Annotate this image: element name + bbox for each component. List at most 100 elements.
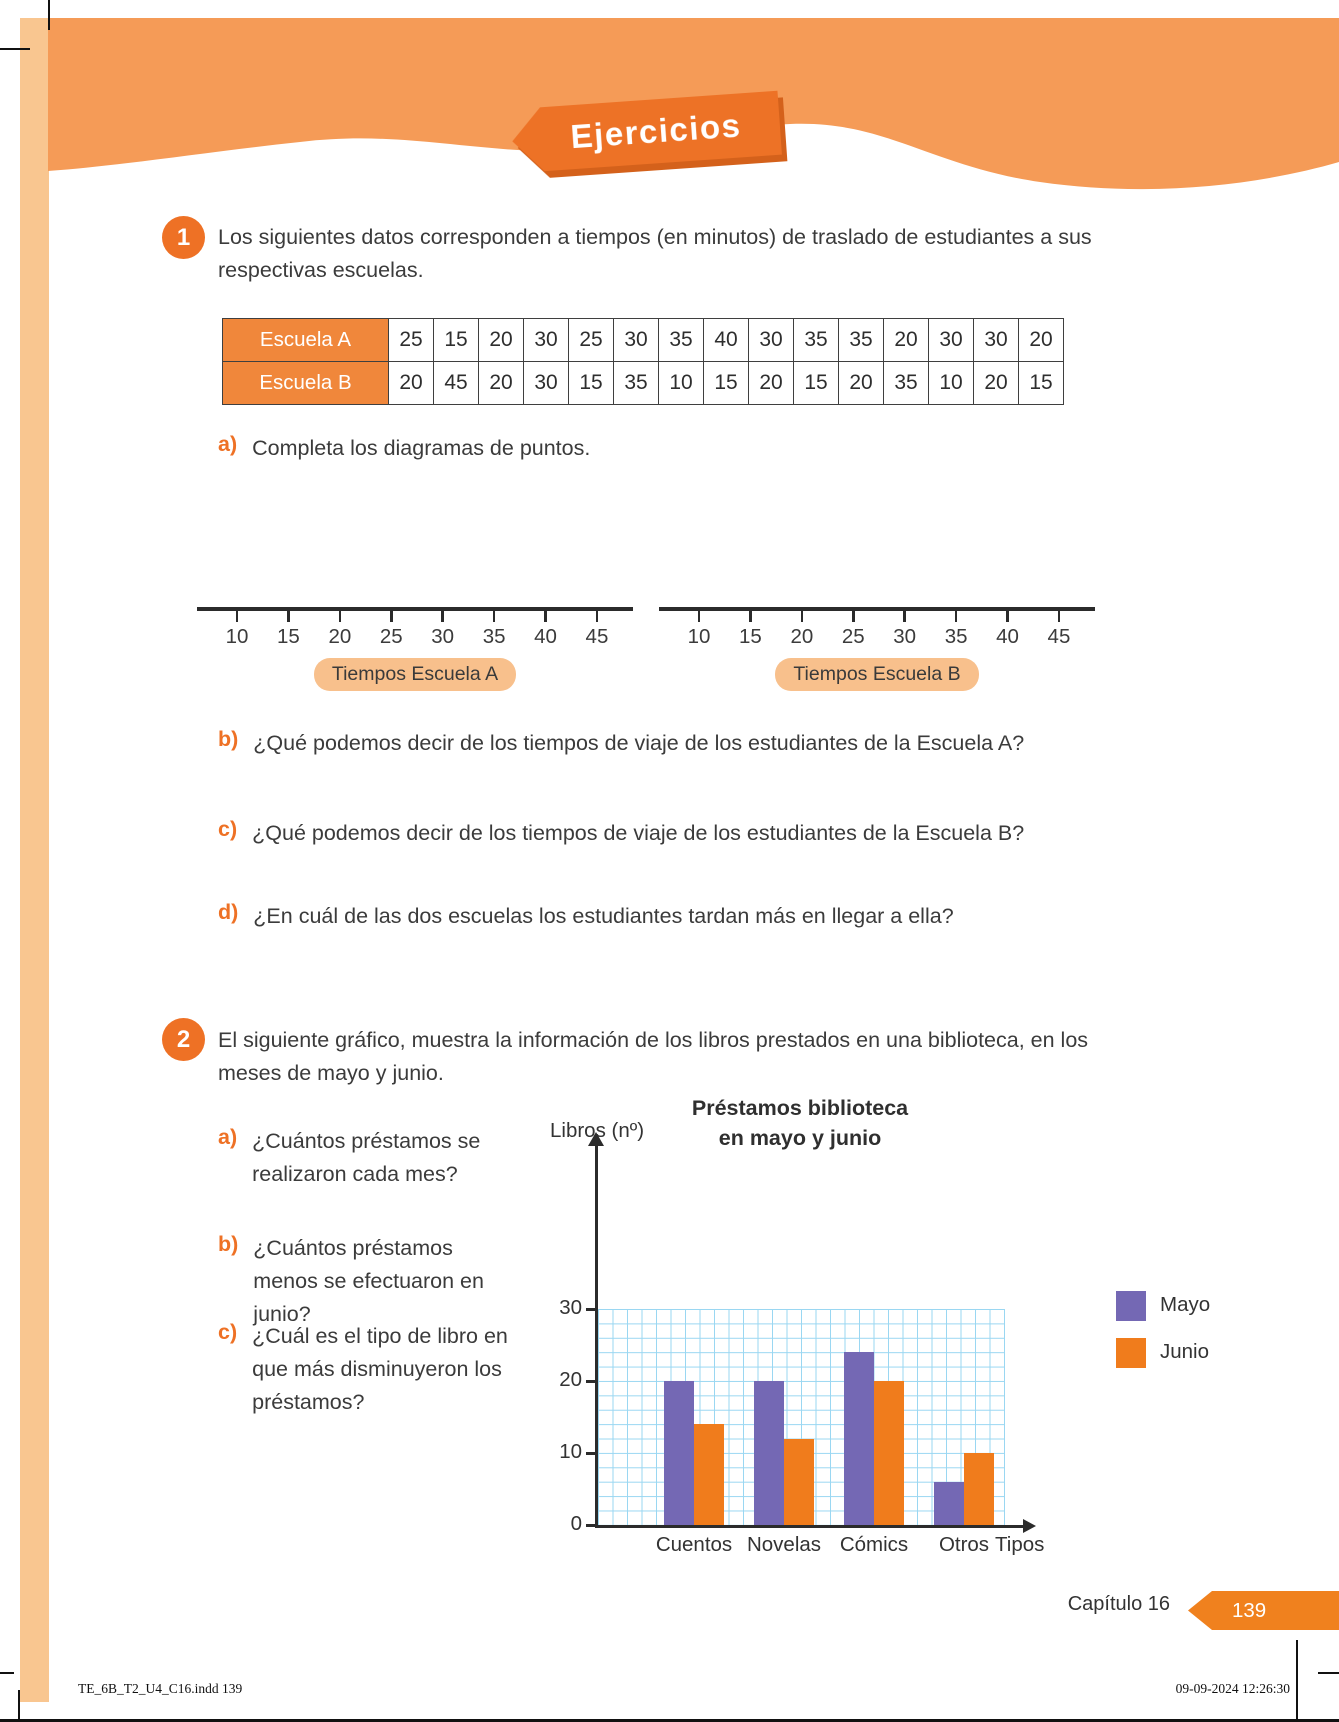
table-cell: 20 bbox=[883, 318, 929, 362]
banner-label: Ejercicios bbox=[569, 106, 743, 156]
tick-label: 40 bbox=[996, 625, 1019, 648]
tick-label: 40 bbox=[534, 625, 557, 648]
x-category-label: Otros bbox=[938, 1533, 990, 1556]
bar-junio-cómics bbox=[874, 1381, 904, 1525]
table-cell: 25 bbox=[568, 318, 614, 362]
numberline-ticks-a: 10 15 20 25 30 35 40 45 bbox=[197, 611, 633, 649]
axis-tick: 10 bbox=[221, 611, 253, 649]
y-tick-label: 10 bbox=[559, 1440, 582, 1463]
dotplot-label-b: Tiempos Escuela B bbox=[775, 658, 979, 691]
question-text: ¿En cuál de las dos escuelas los estudia… bbox=[253, 904, 954, 928]
tick-mark bbox=[390, 611, 393, 622]
tick-label: 35 bbox=[944, 625, 968, 648]
legend-swatch-mayo bbox=[1116, 1291, 1146, 1321]
question-text: ¿Qué podemos decir de los tiempos de via… bbox=[253, 731, 1025, 755]
question-letter: b) bbox=[218, 1232, 239, 1256]
axis-tick: 45 bbox=[1043, 611, 1075, 649]
table-cell: 20 bbox=[388, 361, 434, 405]
tick-mark bbox=[338, 611, 342, 622]
axis-tick: 15 bbox=[272, 611, 304, 649]
table-cell: 10 bbox=[658, 361, 704, 405]
axis-tick: 30 bbox=[427, 611, 459, 649]
table-cell: 45 bbox=[433, 361, 479, 405]
tick-label: 30 bbox=[893, 625, 917, 648]
table-cell: 35 bbox=[838, 318, 884, 362]
tick-label: 10 bbox=[225, 625, 249, 648]
table-cell: 15 bbox=[568, 361, 614, 405]
question-1d: d) ¿En cuál de las dos escuelas los estu… bbox=[218, 900, 1218, 933]
dotplot-label-wrap: Tiempos Escuela B bbox=[659, 658, 1095, 691]
table-cell: 25 bbox=[388, 318, 434, 362]
tick-mark bbox=[903, 611, 906, 622]
question-letter: a) bbox=[218, 1125, 238, 1149]
tick-mark bbox=[595, 611, 599, 622]
tick-label: 20 bbox=[790, 625, 814, 648]
question-2a: a) ¿Cuántos préstamos se realizaron cada… bbox=[218, 1125, 517, 1191]
table-cell: 40 bbox=[703, 318, 749, 362]
x-axis-arrow-icon bbox=[1023, 1519, 1036, 1533]
tick-mark bbox=[492, 611, 496, 622]
crop-mark bbox=[48, 0, 50, 30]
question-text: ¿Cuántos préstamos menos se efectuaron e… bbox=[253, 1236, 484, 1327]
question-1b: b) ¿Qué podemos decir de los tiempos de … bbox=[218, 727, 1218, 760]
bar-mayo-novelas bbox=[754, 1381, 784, 1525]
bar-chart: Préstamos biblioteca en mayo y junio Lib… bbox=[540, 1085, 1220, 1565]
tick-mark bbox=[954, 611, 958, 622]
page-bottom-edge bbox=[0, 1719, 1339, 1722]
table-cell: 30 bbox=[523, 318, 569, 362]
axis-tick: 15 bbox=[734, 611, 766, 649]
tick-mark bbox=[287, 611, 290, 622]
tick-mark bbox=[441, 611, 444, 622]
page-edge-strip bbox=[20, 18, 49, 1702]
axis-tick: 20 bbox=[324, 611, 356, 649]
question-text: ¿Qué podemos decir de los tiempos de via… bbox=[252, 821, 1025, 845]
tick-label: 15 bbox=[739, 625, 762, 648]
tick-label: 25 bbox=[841, 625, 865, 648]
chart-title: Préstamos biblioteca en mayo y junio bbox=[580, 1093, 1020, 1153]
x-category-label: Cómics bbox=[839, 1533, 909, 1556]
bar-mayo-cómics bbox=[844, 1352, 874, 1525]
bar-junio-novelas bbox=[784, 1438, 814, 1525]
question-letter: b) bbox=[218, 727, 239, 751]
exercise2-number-badge: 2 bbox=[162, 1018, 205, 1061]
dotplot-label-wrap: Tiempos Escuela A bbox=[197, 658, 633, 691]
exercise1-intro: Los siguientes datos corresponden a tiem… bbox=[218, 225, 1092, 283]
table-cell: 35 bbox=[793, 318, 839, 362]
tick-mark bbox=[1057, 611, 1061, 622]
axis-tick: 10 bbox=[683, 611, 715, 649]
table-cell: 20 bbox=[478, 361, 524, 405]
dotplot-escuela-b: 10 15 20 25 30 35 40 45 Tiempos Escuela B bbox=[659, 607, 1095, 691]
crop-mark bbox=[1296, 1640, 1298, 1720]
y-axis bbox=[595, 1145, 598, 1528]
x-category-label: Novelas bbox=[746, 1533, 822, 1556]
table-cell: 15 bbox=[433, 318, 479, 362]
question-letter: c) bbox=[218, 817, 238, 841]
table-cell: 30 bbox=[613, 318, 659, 362]
crop-mark bbox=[18, 1690, 20, 1722]
dotplot-escuela-a: 10 15 20 25 30 35 40 45 Tiempos Escuela A bbox=[197, 607, 633, 691]
table-row: Escuela A 25 15 20 30 25 30 35 40 30 35 35 20 30 30 20 bbox=[222, 318, 1064, 362]
numberline-ticks-b: 10 15 20 25 30 35 40 45 bbox=[659, 611, 1095, 649]
times-table-body: Escuela A 25 15 20 30 25 30 35 40 30 35 35 20 30 30 20 E… bbox=[222, 318, 1064, 405]
tick-label: 45 bbox=[585, 625, 609, 648]
axis-tick: 20 bbox=[786, 611, 818, 649]
numberline-axis bbox=[659, 607, 1095, 611]
axis-tick: 25 bbox=[837, 611, 869, 649]
tick-label: 25 bbox=[379, 625, 403, 648]
question-2c: c) ¿Cuál es el tipo de libro en que más … bbox=[218, 1320, 517, 1419]
legend-swatch-junio bbox=[1116, 1338, 1146, 1368]
y-tick-label: 20 bbox=[559, 1368, 582, 1391]
table-cell: 35 bbox=[658, 318, 704, 362]
question-2b: b) ¿Cuántos préstamos menos se efectuaro… bbox=[218, 1232, 518, 1331]
bar-junio-cuentos bbox=[694, 1424, 724, 1525]
legend-label-mayo: Mayo bbox=[1160, 1293, 1211, 1316]
tick-mark bbox=[1006, 611, 1009, 622]
question-letter: d) bbox=[218, 900, 239, 924]
y-tick-mark bbox=[586, 1524, 596, 1527]
table-cell: 20 bbox=[838, 361, 884, 405]
tick-mark bbox=[544, 611, 547, 622]
tick-mark bbox=[749, 611, 752, 622]
axis-tick: 30 bbox=[889, 611, 921, 649]
chart-title-line1: Préstamos biblioteca bbox=[691, 1096, 909, 1120]
